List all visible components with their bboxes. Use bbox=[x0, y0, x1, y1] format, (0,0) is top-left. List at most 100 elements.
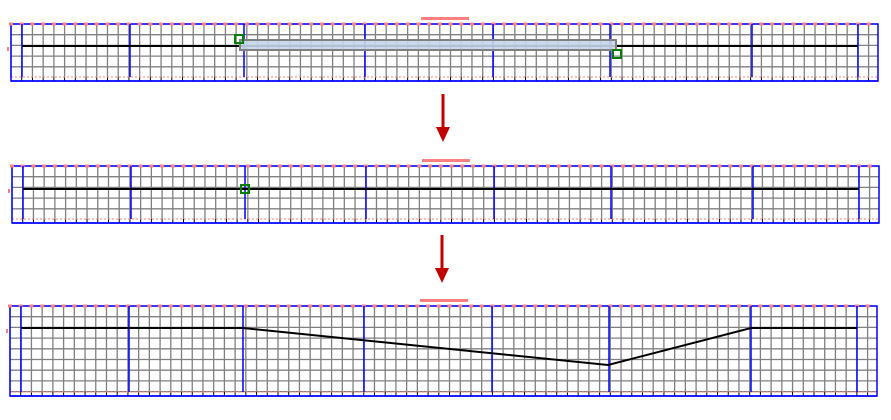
top-marker bbox=[158, 304, 163, 308]
top-marker bbox=[544, 304, 548, 308]
top-marker bbox=[202, 164, 207, 168]
top-marker bbox=[106, 164, 111, 168]
top-marker bbox=[74, 164, 79, 168]
top-marker bbox=[384, 22, 389, 26]
top-marker bbox=[373, 22, 378, 26]
top-marker bbox=[736, 304, 741, 308]
top-marker bbox=[865, 304, 870, 308]
top-marker bbox=[844, 304, 849, 308]
top-marker bbox=[760, 164, 765, 168]
top-marker bbox=[771, 164, 776, 168]
top-marker bbox=[684, 22, 689, 26]
top-marker bbox=[170, 164, 175, 168]
panel-select-range bbox=[7, 17, 879, 82]
top-marker bbox=[447, 304, 452, 308]
top-marker bbox=[704, 304, 709, 308]
square-handle-icon bbox=[234, 34, 244, 44]
top-marker bbox=[791, 22, 796, 26]
top-marker bbox=[469, 22, 474, 26]
top-marker bbox=[127, 164, 132, 168]
square-handle-icon bbox=[240, 184, 250, 194]
top-marker bbox=[727, 22, 732, 26]
top-marker bbox=[610, 164, 615, 168]
top-marker bbox=[694, 304, 699, 308]
top-marker bbox=[662, 22, 667, 26]
top-marker bbox=[310, 164, 315, 168]
top-marker bbox=[179, 304, 184, 308]
top-marker bbox=[715, 304, 720, 308]
top-marker bbox=[769, 304, 774, 308]
top-marker bbox=[481, 164, 486, 168]
top-marker bbox=[803, 164, 808, 168]
top-marker bbox=[790, 304, 795, 308]
top-marker bbox=[779, 304, 784, 308]
top-marker bbox=[867, 164, 872, 168]
top-marker bbox=[10, 164, 14, 168]
top-marker bbox=[705, 22, 710, 26]
top-marker bbox=[470, 164, 475, 168]
top-marker bbox=[651, 304, 656, 308]
top-marker bbox=[621, 164, 626, 168]
top-marker bbox=[29, 304, 34, 308]
top-marker bbox=[716, 22, 721, 26]
top-marker bbox=[266, 22, 271, 26]
top-marker bbox=[770, 22, 775, 26]
top-marker bbox=[159, 22, 164, 26]
top-marker bbox=[554, 304, 559, 308]
top-marker bbox=[52, 164, 57, 168]
top-marker bbox=[95, 164, 100, 168]
top-marker bbox=[513, 164, 518, 168]
top-marker bbox=[415, 304, 420, 308]
top-marker bbox=[631, 164, 636, 168]
top-marker bbox=[330, 22, 335, 26]
top-marker bbox=[738, 164, 743, 168]
top-marker bbox=[620, 22, 625, 26]
top-marker bbox=[254, 304, 259, 308]
top-marker bbox=[835, 164, 840, 168]
top-marker bbox=[256, 164, 261, 168]
top-marker bbox=[685, 164, 690, 168]
panel-border bbox=[11, 165, 880, 224]
top-marker bbox=[566, 22, 571, 26]
top-marker bbox=[458, 304, 463, 308]
top-marker bbox=[93, 304, 98, 308]
top-marker bbox=[329, 304, 334, 308]
top-marker bbox=[169, 22, 174, 26]
top-marker bbox=[695, 22, 700, 26]
top-marker bbox=[652, 22, 657, 26]
top-marker bbox=[567, 164, 572, 168]
top-marker bbox=[556, 164, 561, 168]
arrow-down-icon bbox=[436, 127, 450, 142]
top-marker bbox=[222, 304, 227, 308]
top-marker bbox=[116, 22, 121, 26]
top-marker bbox=[663, 164, 668, 168]
top-marker bbox=[235, 164, 240, 168]
top-marker bbox=[115, 304, 120, 308]
top-marker bbox=[522, 304, 527, 308]
top-marker bbox=[546, 164, 550, 168]
top-marker bbox=[523, 22, 528, 26]
top-marker bbox=[748, 22, 753, 26]
top-marker bbox=[331, 164, 336, 168]
top-marker bbox=[117, 164, 122, 168]
top-marker bbox=[168, 304, 173, 308]
top-marker bbox=[84, 22, 89, 26]
top-marker bbox=[299, 164, 304, 168]
axis-label bbox=[6, 329, 8, 333]
top-marker bbox=[802, 22, 807, 26]
top-marker bbox=[201, 22, 206, 26]
top-marker bbox=[288, 164, 293, 168]
top-marker bbox=[696, 164, 701, 168]
top-marker bbox=[726, 304, 731, 308]
top-marker bbox=[244, 22, 249, 26]
top-marker bbox=[749, 164, 754, 168]
top-marker bbox=[393, 304, 398, 308]
top-marker bbox=[674, 164, 679, 168]
top-marker bbox=[180, 22, 185, 26]
top-marker bbox=[352, 22, 357, 26]
top-marker bbox=[801, 304, 806, 308]
top-marker bbox=[460, 164, 465, 168]
top-marker bbox=[576, 304, 581, 308]
profile-line bbox=[21, 327, 857, 367]
top-marker bbox=[728, 164, 733, 168]
